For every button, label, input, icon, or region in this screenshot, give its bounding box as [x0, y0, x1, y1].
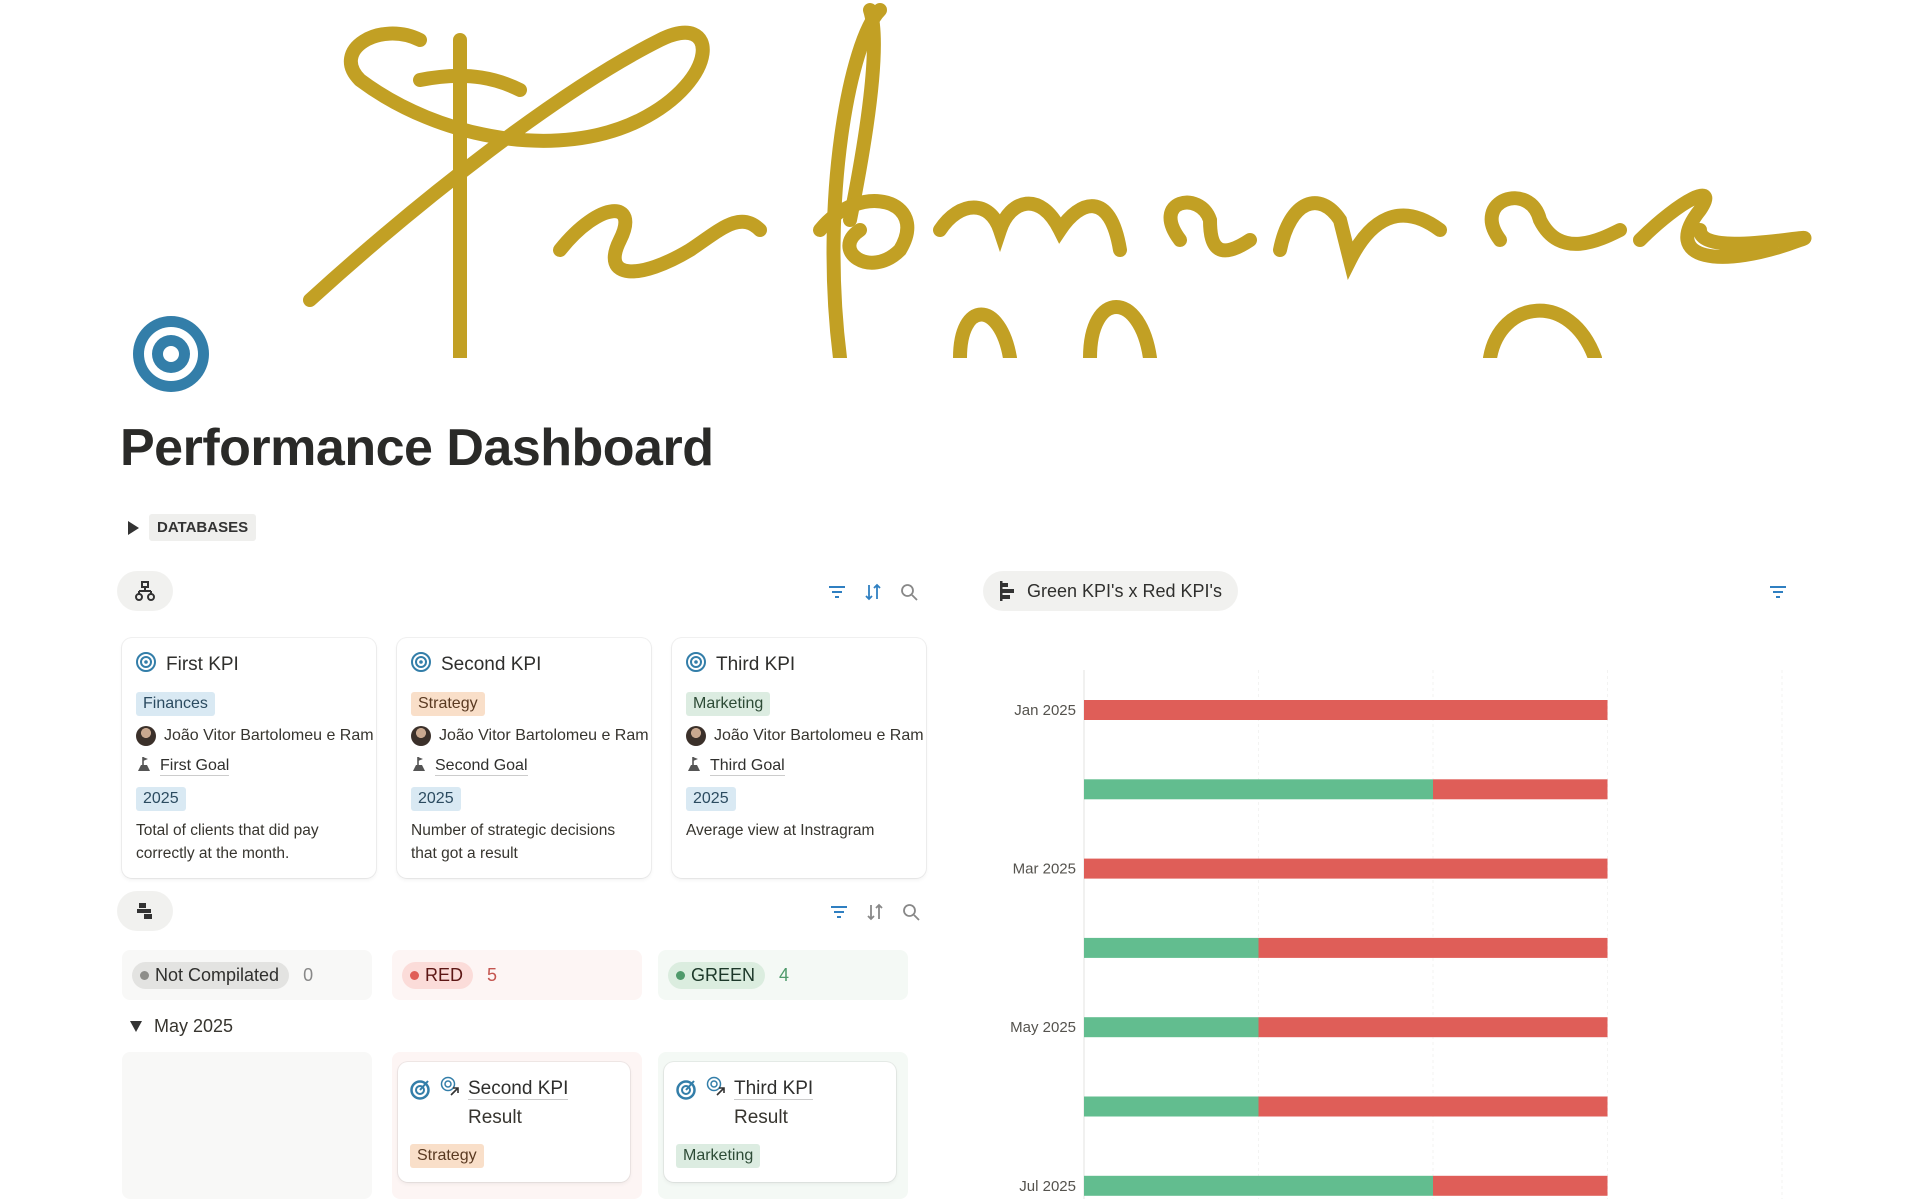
kpi-result-icon — [440, 1076, 460, 1132]
category-tag: Finances — [136, 692, 215, 716]
bar-chart-icon — [1000, 581, 1014, 601]
goal-flag-icon — [686, 756, 702, 777]
category-tag: Strategy — [410, 1144, 484, 1168]
status-badge: GREEN — [668, 961, 766, 989]
bar-red[interactable] — [1084, 858, 1608, 879]
target-icon[interactable] — [133, 316, 209, 392]
column-red[interactable]: RED 5 — [392, 950, 642, 1000]
column-body-not-compilated — [122, 1052, 372, 1199]
bar-green[interactable] — [1084, 937, 1259, 958]
target-icon — [686, 652, 706, 678]
owner-name: João Vitor Bartolomeu e Ram — [164, 727, 374, 744]
triangle-right-icon[interactable] — [128, 520, 139, 535]
kpi-toolbar — [825, 580, 921, 604]
result-subtitle: Result — [468, 1107, 522, 1128]
result-title-link[interactable]: Second KPI — [468, 1078, 569, 1100]
year-tag: 2025 — [411, 787, 461, 811]
avatar — [686, 726, 706, 746]
triangle-down-icon[interactable] — [130, 1021, 142, 1032]
status-badge: Not Compilated — [132, 961, 290, 989]
filter-icon[interactable] — [825, 580, 849, 604]
databases-label: DATABASES — [149, 514, 257, 541]
results-toolbar — [827, 900, 923, 924]
y-tick-label: Jul 2025 — [1019, 1178, 1076, 1195]
column-count: 4 — [779, 964, 790, 985]
group-toggle[interactable]: May 2025 — [130, 1016, 233, 1037]
target-icon — [411, 652, 431, 678]
kpi-title: First KPI — [166, 654, 239, 675]
bar-red[interactable] — [1433, 779, 1608, 800]
timeline-view-button[interactable] — [117, 891, 173, 931]
chart-view-tab[interactable]: Green KPI's x Red KPI's — [983, 571, 1238, 611]
group-label: May 2025 — [154, 1016, 234, 1036]
kpi-title: Second KPI — [441, 654, 542, 675]
cover-image — [0, 0, 1920, 358]
page-title: Performance Dashboard — [120, 419, 714, 477]
kpi-title: Third KPI — [716, 654, 796, 675]
board-view-button[interactable] — [117, 571, 173, 611]
category-tag: Marketing — [686, 692, 771, 716]
bar-chart: Jan 2025 Mar 2025 May 2025 Jul 2025 — [1010, 670, 1783, 1199]
owner-name: João Vitor Bartolomeu e Ram — [714, 727, 924, 744]
goal-link[interactable]: First Goal — [160, 757, 230, 776]
bar-red[interactable] — [1433, 1175, 1608, 1196]
board-view-icon — [135, 581, 155, 601]
kpi-card[interactable]: Second KPI Strategy João Vitor Bartolome… — [397, 638, 651, 878]
result-subtitle: Result — [734, 1107, 788, 1128]
bar-green[interactable] — [1084, 1096, 1259, 1117]
column-green[interactable]: GREEN 4 — [658, 950, 908, 1000]
status-badge: RED — [402, 961, 474, 989]
goal-flag-icon — [136, 756, 152, 777]
filter-icon[interactable] — [827, 900, 851, 924]
bar-green[interactable] — [1084, 1017, 1259, 1038]
databases-toggle[interactable]: DATABASES — [128, 514, 257, 541]
kpi-description: Average view at Instragram — [686, 822, 875, 839]
kpi-card[interactable]: Third KPI Marketing João Vitor Bartolome… — [672, 638, 926, 878]
owner-name: João Vitor Bartolomeu e Ram — [439, 727, 649, 744]
goal-flag-icon — [411, 756, 427, 777]
target-icon — [136, 652, 156, 678]
bar-red[interactable] — [1084, 700, 1608, 720]
result-card[interactable]: Third KPI Result Marketing — [664, 1062, 896, 1182]
column-label: Not Compilated — [155, 964, 280, 985]
y-tick-label: Jan 2025 — [1014, 702, 1076, 719]
timeline-view-icon — [137, 903, 152, 919]
performance-lettering-logo — [303, 3, 1812, 358]
kpi-card[interactable]: First KPI Finances João Vitor Bartolomeu… — [122, 638, 376, 878]
bar-red[interactable] — [1258, 1096, 1608, 1117]
search-icon[interactable] — [899, 900, 923, 924]
year-tag: 2025 — [686, 787, 736, 811]
goal-link[interactable]: Second Goal — [435, 757, 528, 776]
y-tick-label: Mar 2025 — [1013, 861, 1076, 878]
column-label: GREEN — [691, 964, 756, 985]
result-card[interactable]: Second KPI Result Strategy — [398, 1062, 630, 1182]
avatar — [411, 726, 431, 746]
sort-icon[interactable] — [861, 580, 885, 604]
avatar — [136, 726, 156, 746]
bar-red[interactable] — [1258, 1017, 1608, 1038]
column-count: 0 — [303, 964, 314, 985]
column-count: 5 — [487, 964, 498, 985]
year-tag: 2025 — [136, 787, 186, 811]
category-tag: Marketing — [676, 1144, 761, 1168]
kpi-description: Number of strategic decisions that got a… — [411, 822, 616, 862]
target-arrow-icon — [410, 1078, 432, 1132]
search-icon[interactable] — [897, 580, 921, 604]
filter-icon[interactable] — [1766, 580, 1790, 604]
kpi-result-icon — [706, 1076, 726, 1132]
bar-green[interactable] — [1084, 779, 1433, 800]
goal-link[interactable]: Third Goal — [710, 757, 785, 776]
sort-icon[interactable] — [863, 900, 887, 924]
column-not-compilated[interactable]: Not Compilated 0 — [122, 950, 372, 1000]
chart-title: Green KPI's x Red KPI's — [1027, 580, 1222, 601]
bar-red[interactable] — [1258, 937, 1608, 958]
target-arrow-icon — [676, 1078, 698, 1132]
column-label: RED — [425, 964, 464, 985]
y-tick-label: May 2025 — [1010, 1019, 1076, 1036]
kpi-description: Total of clients that did pay correctly … — [136, 822, 319, 862]
result-title-link[interactable]: Third KPI — [734, 1078, 814, 1100]
category-tag: Strategy — [411, 692, 485, 716]
bar-green[interactable] — [1084, 1175, 1433, 1196]
